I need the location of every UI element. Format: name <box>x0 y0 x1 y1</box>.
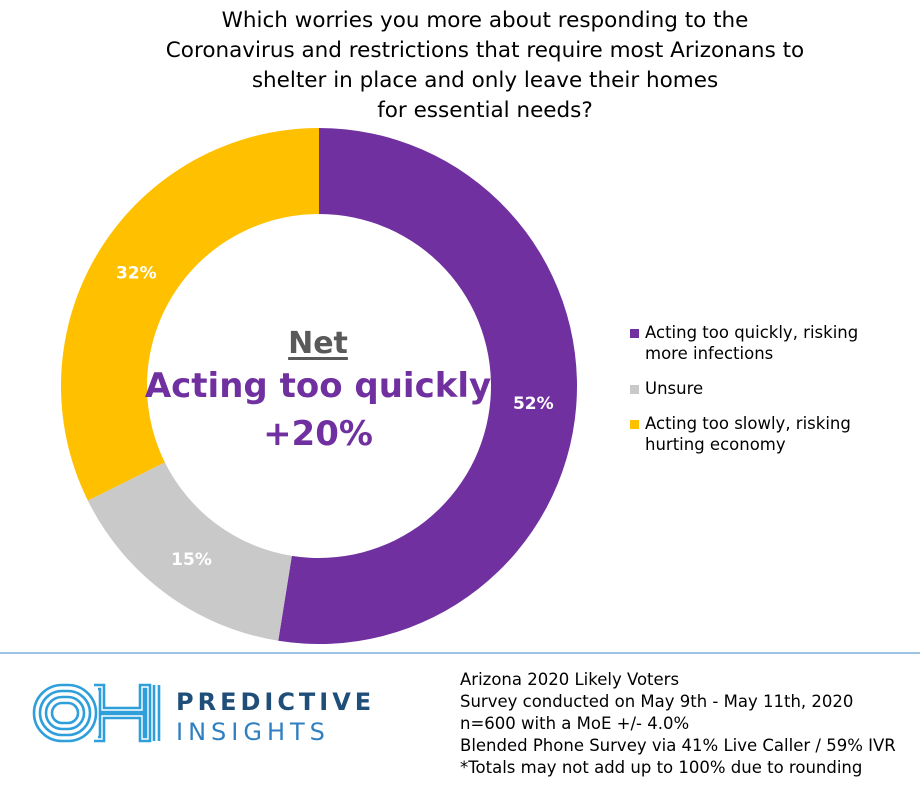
brand-name-line2: INSIGHTS <box>176 718 330 746</box>
legend-label: Acting too slowly, risking <box>645 414 851 433</box>
donut-slice <box>87 462 292 641</box>
title-line: shelter in place and only leave their ho… <box>251 68 719 93</box>
legend-item: Acting too slowly, risking hurting econo… <box>630 413 910 455</box>
donut-slice <box>60 128 320 501</box>
survey-note: Survey conducted on May 9th - May 11th, … <box>460 692 854 711</box>
legend-label: more infections <box>645 344 774 363</box>
survey-notes: Arizona 2020 Likely Voters Survey conduc… <box>460 669 915 779</box>
survey-note: Arizona 2020 Likely Voters <box>460 670 680 689</box>
net-value: +20% <box>263 414 373 454</box>
brand-name-line1: PREDICTIVE <box>176 688 376 716</box>
chart-title: Which worries you more about responding … <box>130 6 840 126</box>
legend: Acting too quickly, risking more infecti… <box>630 322 910 469</box>
net-label: Net <box>288 326 348 361</box>
title-line: for essential needs? <box>377 98 593 123</box>
legend-item: Acting too quickly, risking more infecti… <box>630 322 910 364</box>
oh-logo-icon <box>32 683 161 743</box>
footer-divider <box>0 652 920 654</box>
survey-note: *Totals may not add up to 100% due to ro… <box>460 758 863 777</box>
legend-label: Unsure <box>645 379 704 398</box>
legend-label: Acting too quickly, risking <box>645 323 859 342</box>
legend-swatch <box>630 420 639 429</box>
net-leader-text: Acting too quickly <box>144 366 492 406</box>
title-line: Which worries you more about responding … <box>221 8 749 33</box>
slice-label: 52% <box>513 394 554 414</box>
donut-slice <box>278 128 577 644</box>
slice-label: 32% <box>116 264 157 284</box>
legend-item: Unsure <box>630 378 910 399</box>
legend-swatch <box>630 385 639 394</box>
title-line: Coronavirus and restrictions that requir… <box>165 38 805 63</box>
legend-swatch <box>630 329 639 338</box>
survey-note: n=600 with a MoE +/- 4.0% <box>460 714 690 733</box>
survey-note: Blended Phone Survey via 41% Live Caller… <box>460 736 896 755</box>
legend-label: hurting economy <box>645 435 786 454</box>
slice-label: 15% <box>171 550 212 570</box>
donut-chart: 52% 15% 32% <box>60 128 577 644</box>
